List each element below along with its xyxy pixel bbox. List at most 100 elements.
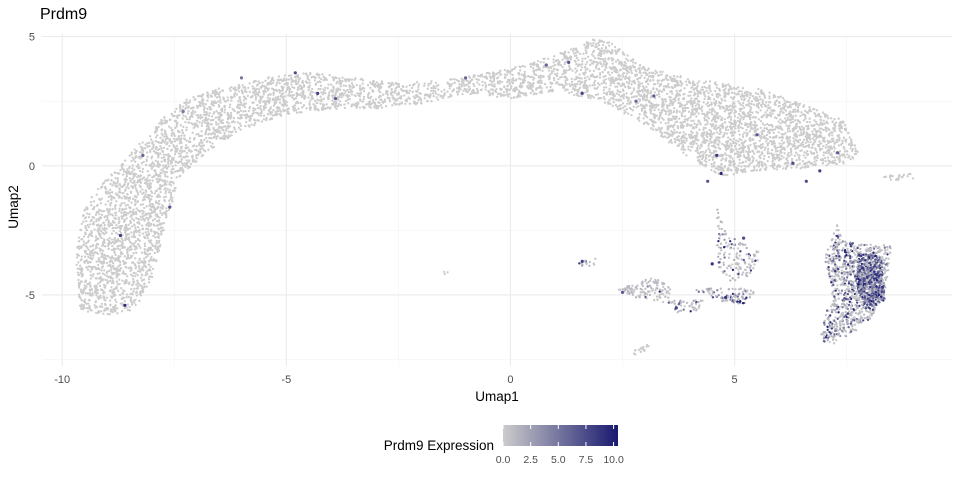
scatter-point bbox=[693, 89, 695, 91]
scatter-point bbox=[661, 106, 663, 108]
scatter-point bbox=[255, 112, 257, 114]
scatter-point bbox=[701, 86, 703, 88]
scatter-point bbox=[163, 153, 165, 155]
scatter-point bbox=[143, 176, 145, 178]
scatter-point bbox=[222, 122, 224, 124]
scatter-point bbox=[175, 164, 177, 166]
scatter-point bbox=[77, 279, 79, 281]
scatter-point bbox=[676, 76, 678, 78]
scatter-point bbox=[656, 89, 658, 91]
scatter-point bbox=[562, 53, 564, 55]
scatter-point bbox=[822, 129, 824, 131]
scatter-point bbox=[732, 142, 734, 144]
scatter-point bbox=[161, 120, 163, 122]
scatter-point bbox=[779, 111, 781, 113]
scatter-point bbox=[760, 120, 762, 122]
scatter-point bbox=[532, 67, 534, 69]
scatter-point bbox=[321, 73, 323, 75]
scatter-point bbox=[753, 165, 755, 167]
scatter-point bbox=[798, 154, 800, 156]
scatter-point bbox=[314, 100, 316, 102]
scatter-point bbox=[658, 91, 660, 93]
scatter-point bbox=[674, 86, 676, 88]
scatter-point bbox=[500, 95, 502, 97]
scatter-point bbox=[741, 98, 743, 100]
scatter-point bbox=[156, 189, 158, 191]
scatter-point bbox=[650, 112, 652, 114]
scatter-point bbox=[161, 150, 163, 152]
scatter-point bbox=[630, 93, 632, 95]
scatter-point bbox=[201, 122, 203, 124]
scatter-point bbox=[729, 104, 731, 106]
scatter-point bbox=[239, 104, 241, 106]
scatter-point bbox=[114, 299, 116, 301]
scatter-point bbox=[132, 280, 134, 282]
scatter-point bbox=[203, 109, 205, 111]
scatter-point bbox=[287, 83, 289, 85]
scatter-point bbox=[369, 81, 371, 83]
scatter-point bbox=[779, 122, 781, 124]
scatter-point bbox=[622, 67, 624, 69]
scatter-point bbox=[608, 77, 610, 79]
scatter-point bbox=[789, 119, 791, 121]
scatter-point bbox=[430, 80, 432, 82]
scatter-point bbox=[228, 122, 230, 124]
scatter-point bbox=[124, 159, 126, 161]
scatter-point bbox=[335, 108, 337, 110]
scatter-point bbox=[842, 161, 844, 163]
scatter-point bbox=[85, 266, 87, 268]
scatter-point bbox=[204, 121, 206, 123]
scatter-point bbox=[447, 96, 449, 98]
scatter-point bbox=[369, 87, 371, 89]
scatter-point bbox=[691, 104, 693, 106]
scatter-point bbox=[854, 144, 856, 146]
scatter-point bbox=[173, 138, 175, 140]
scatter-point bbox=[323, 108, 325, 110]
scatter-point bbox=[185, 104, 187, 106]
scatter-point bbox=[123, 184, 125, 186]
scatter-point bbox=[823, 154, 825, 156]
scatter-point bbox=[297, 89, 299, 91]
scatter-point bbox=[296, 83, 298, 85]
scatter-point bbox=[276, 90, 278, 92]
scatter-point bbox=[491, 92, 493, 94]
scatter-point bbox=[734, 153, 736, 155]
scatter-point bbox=[227, 99, 229, 101]
scatter-point bbox=[553, 61, 555, 63]
scatter-point bbox=[749, 97, 751, 99]
scatter-point bbox=[437, 98, 439, 100]
scatter-point bbox=[584, 91, 586, 93]
scatter-point bbox=[181, 151, 183, 153]
scatter-point bbox=[407, 97, 409, 99]
scatter-point bbox=[592, 51, 594, 53]
scatter-point bbox=[515, 79, 517, 81]
scatter-point bbox=[649, 108, 651, 110]
scatter-point bbox=[295, 109, 297, 111]
scatter-point bbox=[683, 93, 685, 95]
scatter-point bbox=[724, 132, 726, 134]
scatter-point bbox=[377, 107, 379, 109]
scatter-point bbox=[380, 87, 382, 89]
scatter-point bbox=[598, 84, 600, 86]
scatter-point bbox=[126, 250, 128, 252]
scatter-point bbox=[782, 156, 784, 158]
scatter-point bbox=[95, 300, 97, 302]
scatter-point bbox=[552, 70, 554, 72]
scatter-point bbox=[554, 73, 556, 75]
scatter-point bbox=[769, 111, 771, 113]
scatter-point bbox=[125, 266, 127, 268]
scatter-point bbox=[504, 76, 506, 78]
scatter-point bbox=[159, 210, 161, 212]
scatter-point bbox=[763, 158, 765, 160]
scatter-point bbox=[733, 138, 735, 140]
scatter-point bbox=[123, 246, 125, 248]
scatter-point bbox=[778, 159, 780, 161]
scatter-point bbox=[148, 239, 150, 241]
scatter-point bbox=[157, 227, 159, 229]
scatter-point bbox=[432, 89, 434, 91]
scatter-point bbox=[171, 141, 173, 143]
scatter-point bbox=[312, 91, 314, 93]
scatter-point bbox=[99, 277, 101, 279]
scatter-point bbox=[133, 233, 135, 235]
scatter-point bbox=[207, 96, 209, 98]
